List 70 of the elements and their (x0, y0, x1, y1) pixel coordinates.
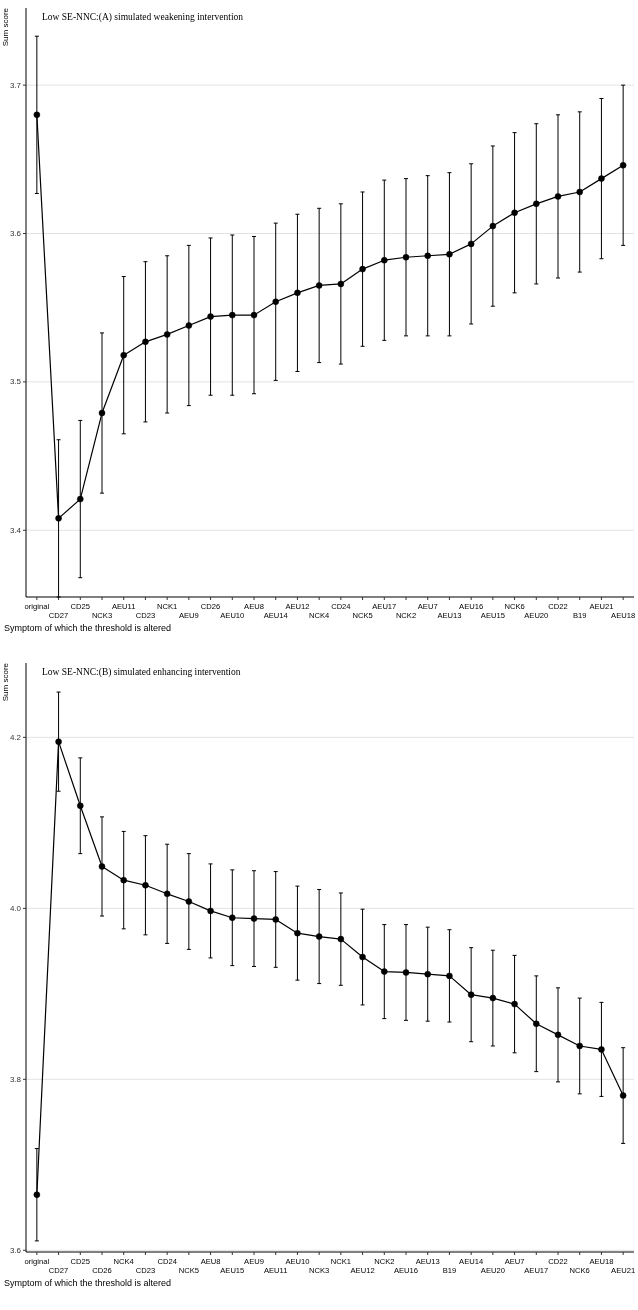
y-tick-label: 3.6 (9, 1245, 22, 1255)
point (33, 1191, 41, 1198)
point (185, 898, 193, 905)
point (489, 994, 497, 1002)
y-tick-label: 4.2 (9, 732, 22, 742)
y-tick-label: 3.4 (9, 525, 22, 535)
point (33, 111, 41, 119)
y-axis-title: Sum score (1, 662, 10, 702)
point (294, 289, 301, 297)
point (402, 969, 410, 976)
y-tick-label: 3.5 (9, 377, 22, 387)
point (619, 1092, 627, 1099)
point (77, 802, 84, 810)
point (554, 1031, 562, 1039)
point (185, 322, 193, 329)
y-tick-label: 4.0 (9, 903, 22, 913)
point (381, 256, 388, 264)
y-axis-title: Sum score (1, 7, 10, 47)
point (446, 972, 453, 980)
point (229, 914, 236, 921)
point (576, 1042, 583, 1050)
point (337, 280, 345, 288)
point (294, 929, 301, 937)
y-tick-label: 3.7 (9, 80, 22, 90)
point (55, 515, 62, 522)
point (359, 265, 366, 273)
point (598, 1046, 605, 1053)
point (207, 313, 214, 320)
point (98, 863, 106, 870)
point (142, 338, 149, 346)
point (163, 331, 171, 338)
point (207, 907, 214, 915)
point (163, 890, 171, 898)
point (250, 915, 258, 922)
x-axis-title: Symptom of which the threshold is altered (4, 623, 172, 633)
point (576, 188, 583, 196)
point (489, 222, 497, 230)
point (511, 1000, 518, 1008)
point (98, 409, 106, 417)
point (337, 935, 345, 943)
point (533, 1020, 540, 1027)
point (424, 970, 431, 978)
point (272, 916, 279, 923)
point (315, 282, 323, 289)
point (359, 953, 366, 961)
chart-title: Low SE-NNC:(B) simulated enhancing intervention (42, 667, 241, 678)
point (467, 240, 475, 248)
chart-title: Low SE-NNC:(A) simulated weakening intervention (42, 12, 244, 23)
point (142, 882, 149, 889)
y-tick-label: 3.8 (9, 1074, 22, 1084)
point (619, 162, 627, 169)
point (250, 311, 258, 319)
point (533, 200, 540, 208)
x-axis-title: Symptom of which the threshold is altered (4, 1278, 172, 1288)
point (446, 251, 453, 258)
point (424, 252, 431, 260)
point (77, 495, 84, 503)
point (381, 968, 388, 975)
point (229, 311, 236, 319)
point (55, 738, 62, 745)
point (511, 209, 518, 216)
point (315, 933, 323, 940)
point (120, 351, 127, 359)
point (554, 193, 562, 200)
point (402, 254, 410, 261)
point (120, 876, 127, 884)
y-tick-label: 3.6 (9, 229, 22, 239)
point (598, 175, 605, 182)
point (272, 298, 279, 306)
point (467, 991, 475, 998)
